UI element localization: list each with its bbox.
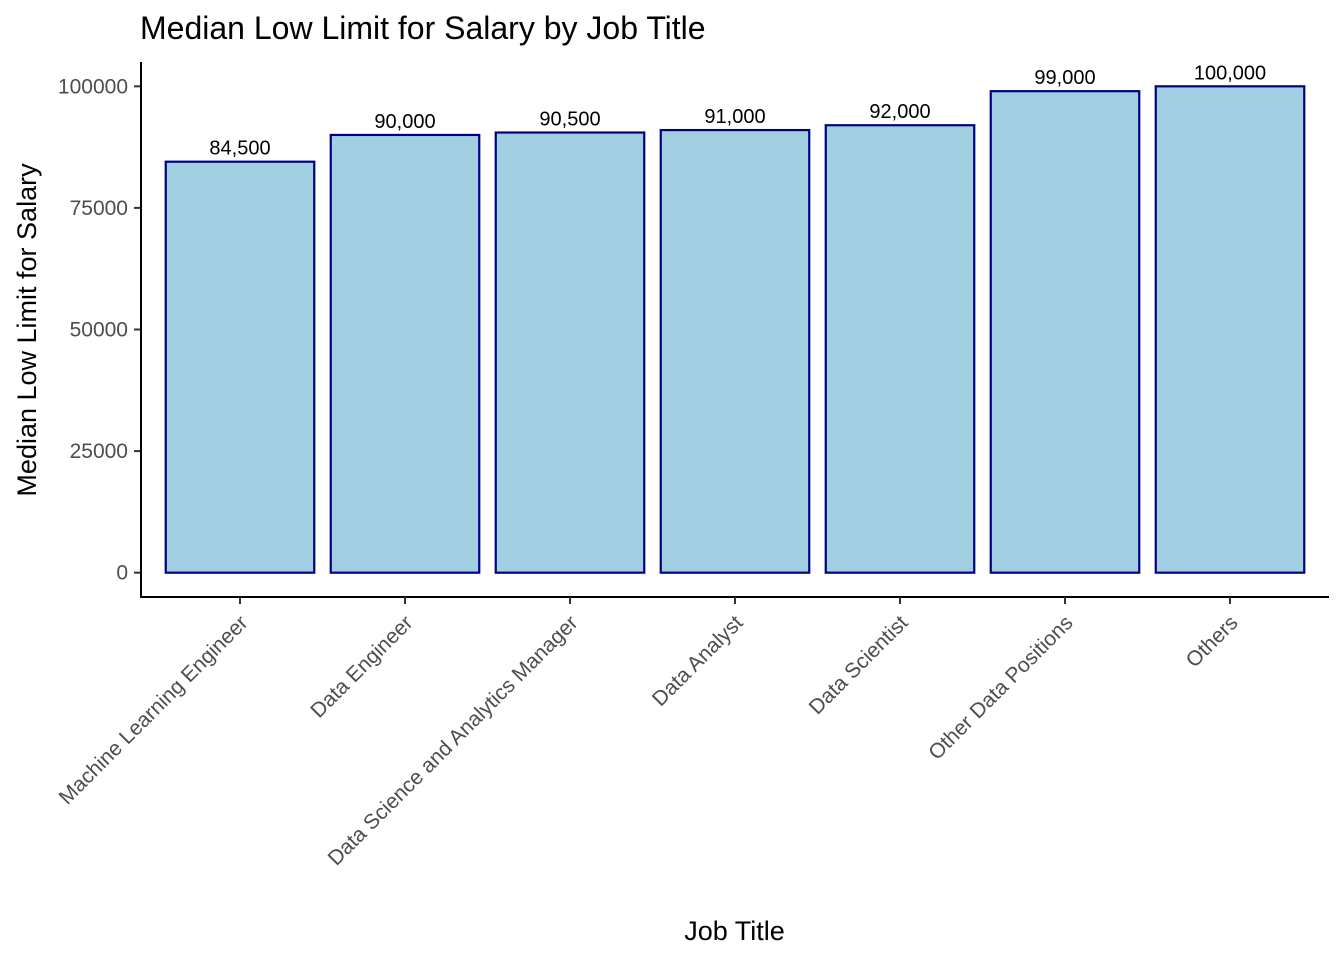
- bar-value-label: 99,000: [1034, 67, 1095, 89]
- bar: [824, 124, 976, 574]
- y-tick-label: 0: [116, 562, 128, 585]
- bar-value-label: 90,500: [539, 109, 600, 131]
- bar: [1154, 85, 1306, 574]
- bar: [164, 160, 316, 574]
- x-tick-label: Data Analyst: [648, 611, 748, 711]
- bar-value-label: 84,500: [209, 138, 270, 160]
- bar-value-label: 100,000: [1194, 62, 1266, 84]
- x-axis-title: Job Title: [684, 916, 785, 946]
- y-axis-ticks: 0 25000 50000 75000 100000: [58, 75, 141, 585]
- bar-value-label: 91,000: [704, 106, 765, 128]
- y-tick-label: 50000: [70, 319, 128, 342]
- bar: [659, 128, 811, 574]
- bars: [164, 85, 1306, 574]
- x-tick-label: Machine Learning Engineer: [55, 611, 253, 809]
- chart-title: Median Low Limit for Salary by Job Title: [140, 10, 706, 46]
- y-tick-label: 25000: [70, 440, 128, 463]
- bar: [329, 133, 481, 574]
- y-tick-label: 100000: [58, 75, 128, 98]
- x-tick-label: Data Engineer: [306, 611, 417, 722]
- x-tick-label: Other Data Positions: [924, 611, 1077, 764]
- bar-value-label: 90,000: [374, 111, 435, 133]
- bar-value-label: 92,000: [869, 101, 930, 123]
- x-axis-ticks: Machine Learning Engineer Data Engineer Da…: [55, 597, 1243, 870]
- y-axis-title: Median Low Limit for Salary: [12, 163, 42, 497]
- data-labels: 84,500 90,000 90,500 91,000 92,000 99,000 100,…: [209, 62, 1266, 159]
- x-tick-label: Data Scientist: [805, 611, 913, 719]
- y-tick-label: 75000: [70, 197, 128, 220]
- bar: [494, 131, 646, 574]
- x-tick-label: Others: [1182, 611, 1243, 672]
- bar: [989, 90, 1141, 574]
